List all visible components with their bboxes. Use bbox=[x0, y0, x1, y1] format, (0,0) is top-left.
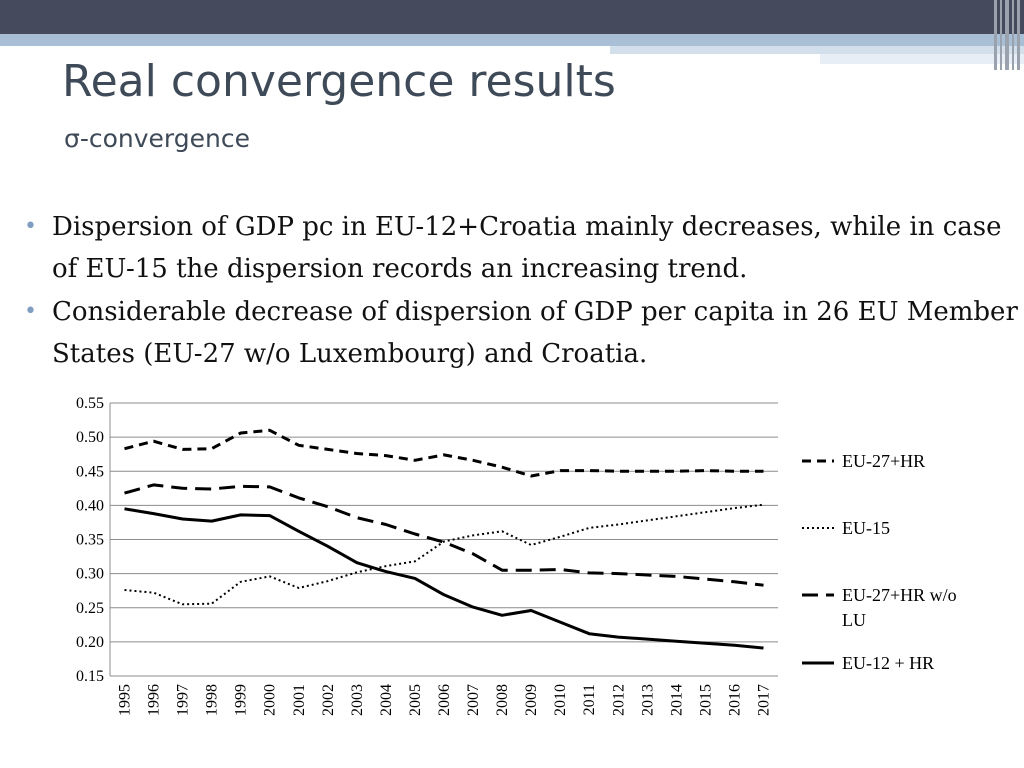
bullet-item: • Considerable decrease of dispersion of… bbox=[24, 291, 1019, 375]
bullet-item: • Dispersion of GDP pc in EU-12+Croatia … bbox=[24, 206, 1019, 290]
header-accent-strip-tertiary bbox=[820, 54, 1024, 64]
x-tick-label: 2013 bbox=[639, 684, 656, 716]
header-band bbox=[0, 0, 1024, 34]
y-tick-label: 0.20 bbox=[76, 634, 104, 651]
x-tick-label: 2016 bbox=[726, 684, 743, 716]
y-tick-label: 0.50 bbox=[76, 429, 104, 446]
y-tick-label: 0.35 bbox=[76, 532, 104, 549]
x-tick-label: 2003 bbox=[349, 684, 366, 716]
legend-label: EU-15 bbox=[842, 518, 890, 538]
header-accent-strip bbox=[0, 34, 1024, 46]
legend-label: EU-27+HR w/o LU bbox=[842, 585, 957, 630]
x-tick-label: 2002 bbox=[320, 684, 337, 716]
x-tick-label: 1995 bbox=[117, 684, 134, 716]
legend-label: EU-27+HR bbox=[842, 451, 925, 471]
x-tick-label: 1997 bbox=[175, 684, 192, 716]
x-tick-label: 2012 bbox=[610, 684, 627, 716]
x-tick-label: 2010 bbox=[552, 684, 569, 716]
x-tick-label: 2009 bbox=[523, 684, 540, 716]
bullet-text: Dispersion of GDP pc in EU-12+Croatia ma… bbox=[52, 212, 1002, 284]
y-tick-label: 0.45 bbox=[76, 463, 104, 480]
bullet-list: • Dispersion of GDP pc in EU-12+Croatia … bbox=[24, 206, 1019, 376]
bullet-text: Considerable decrease of dispersion of G… bbox=[52, 297, 1018, 369]
series-line-eu-27-hr-w-o-lu bbox=[124, 483, 764, 587]
x-tick-label: 2006 bbox=[436, 684, 453, 716]
x-tick-label: 2001 bbox=[291, 684, 308, 716]
bullet-icon: • bbox=[24, 214, 37, 239]
x-tick-label: 1999 bbox=[233, 684, 250, 716]
series-line-eu-15 bbox=[124, 503, 764, 606]
y-tick-label: 0.40 bbox=[76, 497, 104, 514]
bullet-icon: • bbox=[24, 299, 37, 324]
x-tick-label: 2004 bbox=[378, 684, 395, 716]
dispersion-line-chart: 0.15 0.20 0.25 0.30 0.35 0.40 0.45 0.50 0.55 1995… bbox=[76, 395, 957, 716]
x-tick-label: 1996 bbox=[146, 684, 163, 716]
x-tick-label: 2008 bbox=[494, 684, 511, 716]
y-tick-label: 0.55 bbox=[76, 395, 104, 412]
x-tick-label: 2017 bbox=[755, 684, 772, 716]
x-tick-label: 1998 bbox=[204, 684, 221, 716]
legend-label: EU-12 + HR bbox=[842, 653, 934, 673]
x-tick-label: 2007 bbox=[465, 684, 482, 716]
x-tick-label: 2011 bbox=[581, 684, 598, 715]
series-line-eu-27-hr bbox=[124, 428, 764, 478]
x-tick-label: 2015 bbox=[697, 684, 714, 716]
header-accent-strip-secondary bbox=[610, 46, 1024, 54]
slide-subtitle: σ-convergence bbox=[64, 124, 250, 153]
x-tick-label: 2005 bbox=[407, 684, 424, 716]
x-tick-label: 2000 bbox=[262, 684, 279, 716]
y-tick-label: 0.15 bbox=[76, 668, 104, 685]
y-tick-label: 0.25 bbox=[76, 600, 104, 617]
header-decorative-bars bbox=[992, 0, 1024, 70]
slide-title: Real convergence results bbox=[62, 56, 616, 107]
x-tick-label: 2014 bbox=[668, 684, 685, 716]
series-line-eu-12-hr bbox=[124, 507, 764, 650]
y-tick-label: 0.30 bbox=[76, 566, 104, 583]
